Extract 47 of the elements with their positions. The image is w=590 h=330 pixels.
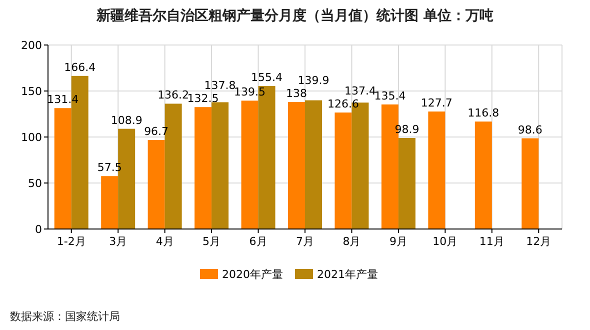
bar bbox=[101, 176, 118, 229]
bar bbox=[522, 138, 539, 229]
x-tick-label: 7月 bbox=[296, 235, 314, 248]
bar bbox=[194, 107, 212, 229]
x-tick-label: 4月 bbox=[156, 235, 174, 248]
legend-label: 2021年产量 bbox=[317, 268, 378, 281]
data-label: 127.7 bbox=[420, 96, 452, 110]
bar bbox=[212, 102, 229, 229]
bar bbox=[305, 100, 322, 229]
x-tick-label: 11月 bbox=[479, 235, 504, 248]
x-tick-label: 12月 bbox=[526, 235, 552, 248]
y-tick-label: 150 bbox=[21, 85, 42, 98]
x-tick-label: 3月 bbox=[109, 235, 128, 248]
data-label: 116.8 bbox=[468, 106, 500, 120]
source-note: 数据来源：国家统计局 bbox=[10, 310, 120, 323]
bar bbox=[54, 108, 72, 229]
data-label: 135.4 bbox=[374, 89, 406, 102]
x-tick-label: 6月 bbox=[249, 235, 268, 248]
x-tick-label: 10月 bbox=[432, 235, 458, 248]
data-label: 137.8 bbox=[204, 79, 236, 92]
y-tick-label: 100 bbox=[21, 131, 42, 144]
y-tick-label: 200 bbox=[21, 39, 42, 52]
bar bbox=[398, 138, 416, 229]
bar bbox=[474, 122, 492, 229]
x-tick-label: 8月 bbox=[342, 235, 361, 248]
x-tick-label: 5月 bbox=[202, 235, 221, 248]
data-label: 98.6 bbox=[518, 123, 542, 136]
legend-label: 2020年产量 bbox=[222, 268, 283, 281]
data-label: 166.4 bbox=[64, 60, 96, 74]
y-tick-label: 50 bbox=[28, 177, 42, 190]
data-label: 132.5 bbox=[187, 92, 219, 106]
chart-title: 新疆维吾尔自治区粗钢产量分月度（当月值）统计图 单位：万吨 bbox=[96, 7, 494, 24]
bar bbox=[288, 102, 305, 229]
x-tick-label: 1-2月 bbox=[56, 235, 86, 248]
bar bbox=[241, 100, 258, 229]
bar bbox=[334, 112, 352, 229]
data-label: 137.4 bbox=[344, 84, 376, 98]
x-tick-label: 9月 bbox=[389, 235, 408, 248]
data-label: 138 bbox=[286, 87, 307, 100]
data-label: 155.4 bbox=[251, 71, 283, 84]
data-label: 139.9 bbox=[298, 74, 330, 88]
bar bbox=[148, 140, 165, 229]
y-tick-label: 0 bbox=[35, 223, 42, 236]
bar bbox=[428, 112, 446, 229]
data-label: 108.9 bbox=[110, 114, 142, 127]
data-label: 136.2 bbox=[158, 88, 190, 102]
data-label: 126.6 bbox=[327, 98, 359, 111]
